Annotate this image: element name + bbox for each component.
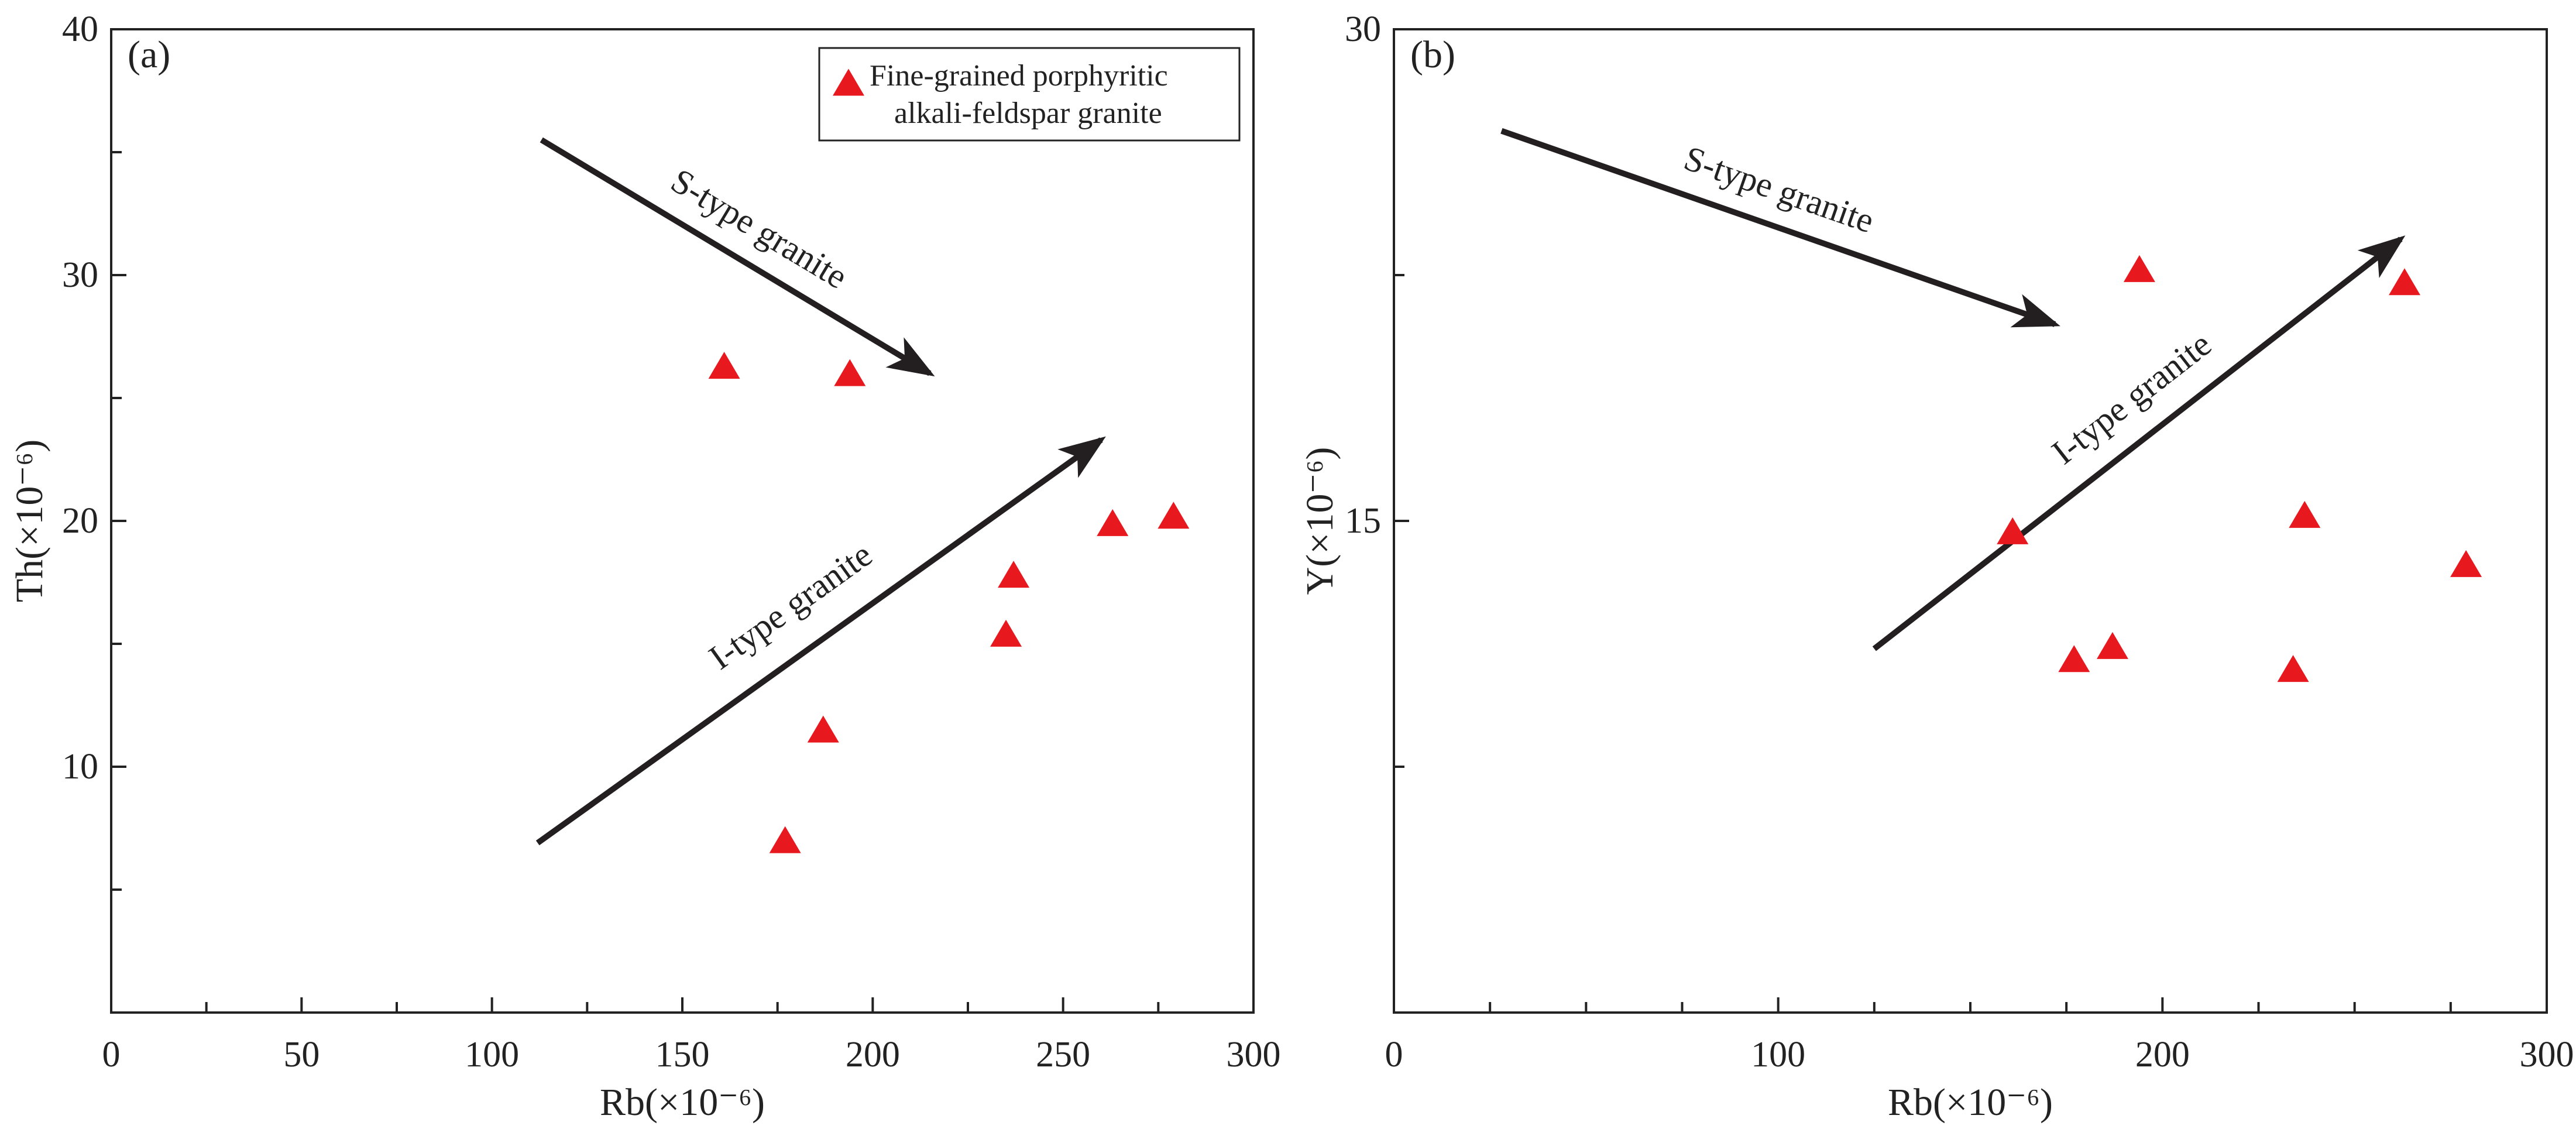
panel-b: 0 100 200 3001530Rb(×10⁻⁶)Y(×10⁻⁶)(b)S-type… <box>1299 9 2574 1124</box>
panel-a: 0 50 100 150 200 250 300 10 20 30 40 Rb(×10⁻⁶) Th(×1… <box>8 9 1281 1124</box>
data-point-triangle <box>1097 509 1129 536</box>
i-type-arrow <box>1872 235 2406 651</box>
y-axis-title: Y(×10⁻⁶) <box>1299 447 1341 595</box>
legend-text-line2: alkali-feldspar granite <box>894 97 1162 130</box>
x-tick-label: 150 <box>655 1035 710 1075</box>
legend-text-line1: Fine-grained porphyritic <box>870 59 1168 92</box>
x-tick-label: 0 <box>102 1035 121 1075</box>
legend-box <box>818 47 1241 142</box>
x-tick-label: 300 <box>2520 1035 2574 1075</box>
data-point-triangle <box>1158 502 1190 529</box>
y-tick-label: 40 <box>62 9 98 49</box>
data-point-triangle <box>2058 645 2090 672</box>
x-axis-title: Rb(×10⁻⁶) <box>1888 1081 2053 1124</box>
x-tick-label: 200 <box>2135 1035 2190 1075</box>
x-tick-label: 100 <box>1751 1035 1805 1075</box>
data-point-triangle <box>2389 268 2421 296</box>
y-axis-title: Th(×10⁻⁶) <box>8 440 51 602</box>
x-axis-title: Rb(×10⁻⁶) <box>600 1081 765 1124</box>
x-tick-label: 50 <box>283 1035 320 1075</box>
x-tick-label: 0 <box>1385 1035 1403 1075</box>
y-tick-label: 10 <box>62 747 98 787</box>
data-point-triangle <box>998 561 1030 588</box>
data-point-triangle <box>2096 632 2128 659</box>
data-point-triangle <box>1997 517 2029 544</box>
legend-marker-triangle <box>833 68 864 96</box>
data-point-triangle <box>807 715 839 743</box>
x-tick-label: 300 <box>1227 1035 1281 1075</box>
data-point-triangle <box>2123 255 2155 282</box>
plot-frame <box>1393 28 2548 1014</box>
panel-label: (b) <box>1410 33 1455 76</box>
s-type-arrow <box>1500 128 2060 328</box>
x-tick-label: 100 <box>465 1035 519 1075</box>
data-point-triangle <box>708 352 740 379</box>
panel-label: (a) <box>128 33 170 76</box>
data-point-triangle <box>2277 655 2309 682</box>
x-tick-label: 250 <box>1036 1035 1090 1075</box>
y-tick-label: 20 <box>62 501 98 541</box>
data-point-triangle <box>2450 550 2482 577</box>
s-type-arrow <box>540 137 935 377</box>
data-point-triangle <box>2289 500 2321 528</box>
x-tick-label: 200 <box>846 1035 900 1075</box>
y-tick-label: 30 <box>62 255 98 295</box>
data-point-triangle <box>834 359 866 386</box>
data-point-triangle <box>990 619 1022 647</box>
i-type-arrow <box>535 436 1106 846</box>
y-tick-label: 30 <box>1345 9 1381 49</box>
data-point-triangle <box>769 826 801 853</box>
y-tick-label: 15 <box>1345 501 1381 541</box>
i-type-arrow-label: I-type granite <box>702 535 879 677</box>
